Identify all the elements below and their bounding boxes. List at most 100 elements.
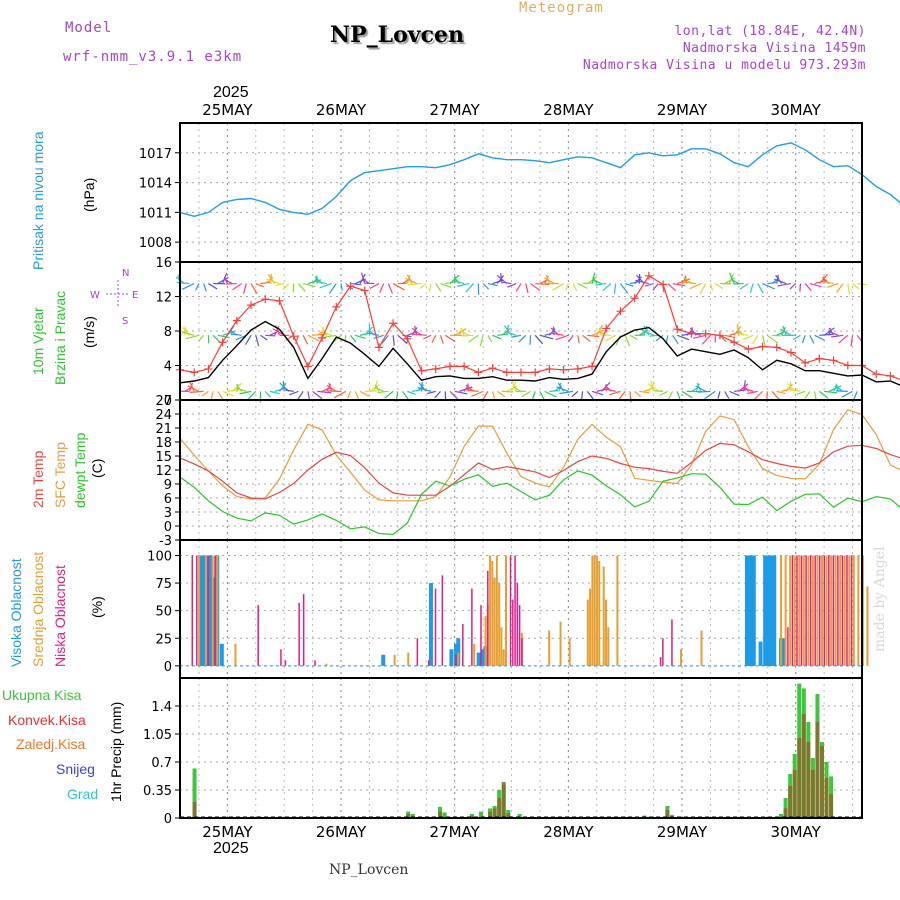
wind-arrow [282,283,290,291]
wind-arrow [595,282,607,286]
cloud-mid-bar [857,555,860,666]
precip-panel-frame [179,677,863,819]
cloud-mid-bar [589,588,592,666]
wind-arrow [496,390,506,398]
cloud-low-bar [818,555,821,666]
precip-conv-bar [829,794,834,818]
y-tick-label: 16 [155,256,172,271]
cloud-mid-bar [548,630,551,666]
wind-arrow [629,334,638,340]
wind-gust-marker [545,364,554,373]
cloud-mid-bar [700,630,703,666]
wind-arrow [831,334,844,338]
wind-arrow [373,334,384,340]
wind-arrow [577,283,588,289]
cloud-low-bar [850,555,853,666]
wind-arrow [407,282,422,286]
wind-arrow [782,325,787,336]
y-tick-label: 0 [164,394,172,409]
y-tick-label: 1017 [139,147,172,162]
wind-gust-marker [360,286,369,295]
wind-arrow [235,384,243,392]
wind-arrow [187,385,200,392]
wind-gust-marker [488,364,497,373]
wind-arrow [544,390,557,398]
cloud-mid-bar [234,643,237,666]
wind-gust-marker [715,331,724,340]
y-tick-label: 0 [164,812,172,827]
wind-arrow [360,272,366,284]
cloud-low-bar [800,555,803,666]
wind-arrow [405,277,418,285]
wind-arrow [407,390,416,395]
wind-arrow [502,390,514,393]
wind-arrow [613,283,617,294]
wind-gust-marker [247,301,256,310]
wind-arrow [672,334,679,345]
wind-arrow [809,282,822,288]
legend-graupel: Grad [67,786,99,802]
year-bottom: 2025 [213,840,249,857]
legend-conv: Konvek.Kisa [8,712,86,728]
wind-gust-marker [517,368,525,377]
cloud-low-bar [791,555,794,666]
cloud-mid-bar [491,560,494,666]
wind-arrow [635,279,650,285]
wind-arrow [321,327,328,336]
cloud-high-bar [772,555,777,666]
cloud-high-bar [476,652,481,666]
cloud-mid-bar [852,555,855,666]
cloud-high-bar [481,649,486,666]
cloud-mid-bar [216,555,219,666]
wind-arrow [223,278,233,285]
y-tick-label: 0 [164,520,172,535]
wind-arrow [492,334,502,340]
wind-gust-marker [730,338,739,347]
wind-arrow [754,390,763,400]
legend-total: Ukupna Kisa [2,687,82,703]
wind-arrow [792,334,801,341]
year-top: 2025 [213,84,249,101]
wind-arrow [323,334,337,338]
wind-arrow [392,283,405,291]
cloud-mid-bar [807,555,810,666]
wind-arrow [667,283,677,292]
cloud-mid-bar [500,627,503,666]
cloud-high-bar [456,638,461,666]
wind-arrow [799,283,802,292]
precip-conv-bar [665,810,670,818]
cloud-mid-bar [816,555,819,666]
wind-arrow [518,334,527,343]
subtitle: Meteogram [519,0,604,16]
wind-gust-marker [872,370,881,379]
wind-arrow [412,333,427,336]
wind-arrow [738,333,749,336]
cloud-mid-bar [493,577,496,666]
cloud-mid-bar [498,583,501,666]
y-tick-label: 25 [155,632,172,647]
wind-arrow [586,391,594,400]
wind-arrow [834,385,844,392]
wind-arrow [780,328,792,336]
wind-gust-marker [389,319,398,328]
cloud-mid-bar [830,555,833,666]
cloud-high-bar [781,638,786,666]
wind-gust-marker [445,362,454,371]
cloud-mid-bar [616,555,619,666]
cloud-low-bar [805,555,807,666]
wind-arrow [176,281,190,285]
cloud-low-bar [841,555,844,666]
wind-arrow [444,334,455,342]
wind-arrow [384,390,394,399]
wind-arrow [275,282,285,286]
wind-arrow [724,334,736,339]
wind-arrow [245,335,252,346]
wind-arrow [369,332,380,336]
wind-gust-marker [559,365,568,374]
wind-arrow [359,273,366,284]
wind-arrow [502,281,512,285]
frame-layer [175,122,863,819]
wind-arrow [696,382,702,392]
wind-arrow [558,382,562,392]
